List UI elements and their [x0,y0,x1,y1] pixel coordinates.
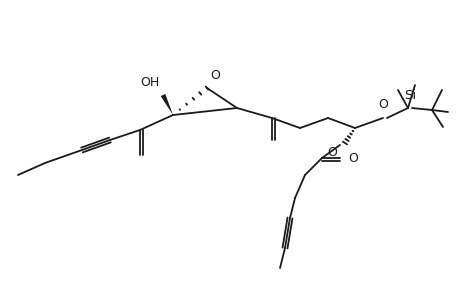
Text: OH: OH [140,76,160,89]
Text: O: O [347,152,357,164]
Text: O: O [210,69,219,82]
Polygon shape [160,94,173,115]
Text: O: O [377,98,387,111]
Text: O: O [326,146,336,159]
Text: Si: Si [403,89,415,102]
